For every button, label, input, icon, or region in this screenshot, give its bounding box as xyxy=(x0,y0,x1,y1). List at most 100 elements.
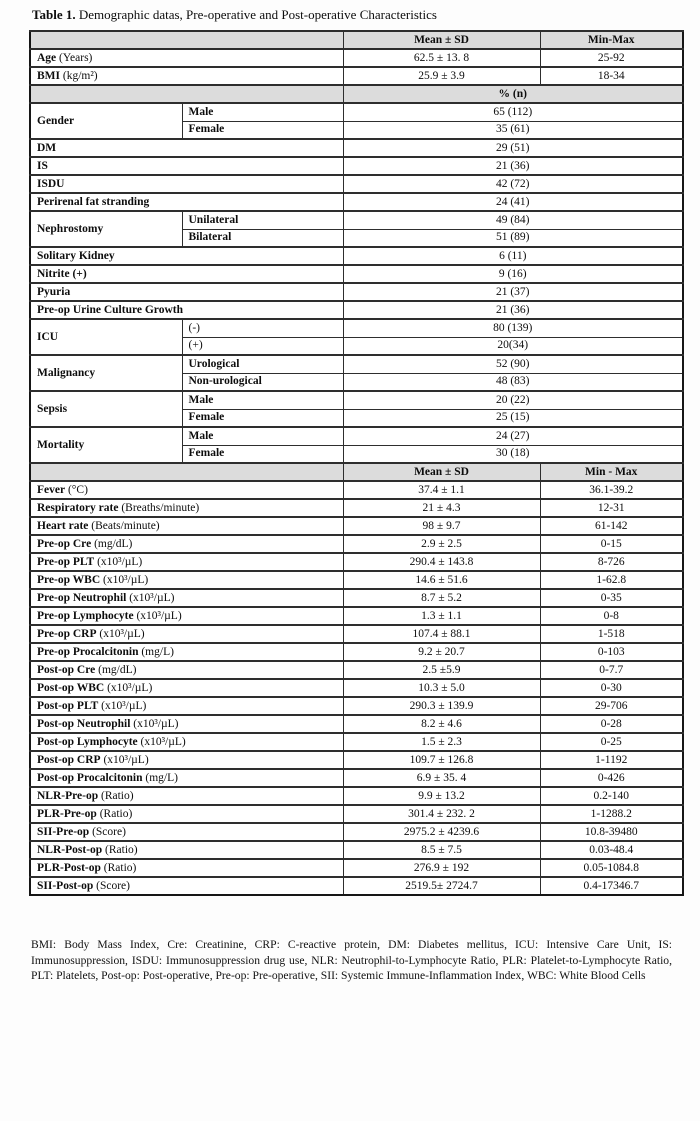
stat-row: Post-op Cre (mg/dL) 2.5 ±5.9 0-7.7 xyxy=(29,660,684,680)
min-max-cell: 10.8-39480 xyxy=(539,822,684,842)
group-label-cell: Pyuria xyxy=(29,282,344,302)
min-max-cell: 0-7.7 xyxy=(539,660,684,680)
category-row: Sepsis Male 20 (22) xyxy=(29,390,684,428)
category-row: Malignancy Urological 52 (90) xyxy=(29,354,684,392)
row-label-cell: Pre-op CRP (x10³/µL) xyxy=(29,624,344,644)
stat-row: Pre-op Neutrophil (x10³/µL) 8.7 ± 5.2 0-35 xyxy=(29,588,684,608)
blank-header-cell xyxy=(29,462,344,482)
percent-n-cell: 29 (51) xyxy=(342,138,684,158)
min-max-cell: 18-34 xyxy=(539,66,684,86)
stat-row: Respiratory rate (Breaths/minute) 21 ± 4.… xyxy=(29,498,684,518)
group-label-cell: Sepsis xyxy=(29,390,183,428)
category-row: ICU (-) 80 (139) xyxy=(29,318,684,356)
row-label-cell: Pre-op PLT (x10³/µL) xyxy=(29,552,344,572)
mean-sd-cell: 2.9 ± 2.5 xyxy=(342,534,541,554)
stat-row: SII-Pre-op (Score) 2975.2 ± 4239.6 10.8-39… xyxy=(29,822,684,842)
mean-sd-cell: 98 ± 9.7 xyxy=(342,516,541,536)
sub-label-cell: Male xyxy=(181,426,344,446)
row-label-cell: Post-op Procalcitonin (mg/L) xyxy=(29,768,344,788)
percent-n-cell: 24 (27) xyxy=(342,426,684,446)
abbreviations-footnote: BMI: Body Mass Index, Cre: Creatinine, C… xyxy=(31,938,672,983)
mean-sd-cell: 8.2 ± 4.6 xyxy=(342,714,541,734)
row-label-cell: SII-Post-op (Score) xyxy=(29,876,344,896)
sub-label-cell: (+) xyxy=(181,336,344,356)
group-label-cell: Pre-op Urine Culture Growth xyxy=(29,300,344,320)
row-label-cell: Age (Years) xyxy=(29,48,344,68)
sub-label-cell: Female xyxy=(181,444,344,464)
min-max-cell: 0-103 xyxy=(539,642,684,662)
min-max-cell: 29-706 xyxy=(539,696,684,716)
min-max-cell: 1-1192 xyxy=(539,750,684,770)
stat-row: Post-op CRP (x10³/µL) 109.7 ± 126.8 1-1192 xyxy=(29,750,684,770)
min-max-cell: 1-1288.2 xyxy=(539,804,684,824)
row-label-cell: Fever (°C) xyxy=(29,480,344,500)
category-row: Mortality Male 24 (27) xyxy=(29,426,684,464)
mean-sd-cell: 37.4 ± 1.1 xyxy=(342,480,541,500)
sub-label-cell: Male xyxy=(181,390,344,410)
percent-n-cell: 9 (16) xyxy=(342,264,684,284)
percent-n-cell: 30 (18) xyxy=(342,444,684,464)
row-label-cell: PLR-Pre-op (Ratio) xyxy=(29,804,344,824)
row-label-cell: Post-op WBC (x10³/µL) xyxy=(29,678,344,698)
min-max-cell: 0.4-17346.7 xyxy=(539,876,684,896)
category-row: Nitrite (+) 9 (16) xyxy=(29,264,684,284)
category-row: Female 25 (15) xyxy=(30,408,684,428)
mean-sd-cell: 276.9 ± 192 xyxy=(342,858,541,878)
stat-row: Pre-op Lymphocyte (x10³/µL) 1.3 ± 1.1 0-8 xyxy=(29,606,684,626)
row-label-cell: Post-op Lymphocyte (x10³/µL) xyxy=(29,732,344,752)
min-max-cell: 1-518 xyxy=(539,624,684,644)
mean-sd-cell: 21 ± 4.3 xyxy=(342,498,541,518)
group-label-cell: Solitary Kidney xyxy=(29,246,344,266)
stats-header-row: Mean ± SD Min-Max xyxy=(29,30,684,50)
min-max-cell: 0-35 xyxy=(539,588,684,608)
percent-header-row: % (n) xyxy=(29,84,684,104)
blank-header-cell xyxy=(29,30,344,50)
sub-label-cell: Female xyxy=(181,408,344,428)
min-max-cell: 0-28 xyxy=(539,714,684,734)
group-label-cell: IS xyxy=(29,156,344,176)
min-max-cell: 1-62.8 xyxy=(539,570,684,590)
row-label-cell: Pre-op WBC (x10³/µL) xyxy=(29,570,344,590)
group-label-cell: Perirenal fat stranding xyxy=(29,192,344,212)
group-label-cell: Nitrite (+) xyxy=(29,264,344,284)
min-max-cell: 12-31 xyxy=(539,498,684,518)
min-max-cell: 0.05-1084.8 xyxy=(539,858,684,878)
category-row: Perirenal fat stranding 24 (41) xyxy=(29,192,684,212)
stat-row: NLR-Post-op (Ratio) 8.5 ± 7.5 0.03-48.4 xyxy=(29,840,684,860)
row-label-cell: BMI (kg/m²) xyxy=(29,66,344,86)
stat-row: Post-op PLT (x10³/µL) 290.3 ± 139.9 29-706 xyxy=(29,696,684,716)
stat-row: Post-op Neutrophil (x10³/µL) 8.2 ± 4.6 0-2… xyxy=(29,714,684,734)
percent-n-cell: 48 (83) xyxy=(342,372,684,392)
table-title-text: Demographic datas, Pre-operative and Pos… xyxy=(75,7,437,22)
mean-sd-header-cell: Mean ± SD xyxy=(342,30,541,50)
stat-row: NLR-Pre-op (Ratio) 9.9 ± 13.2 0.2-140 xyxy=(29,786,684,806)
category-row: IS 21 (36) xyxy=(29,156,684,176)
row-label-cell: SII-Pre-op (Score) xyxy=(29,822,344,842)
stat-row: Pre-op PLT (x10³/µL) 290.4 ± 143.8 8-726 xyxy=(29,552,684,572)
stat-row: Age (Years) 62.5 ± 13. 8 25-92 xyxy=(29,48,684,68)
category-row: Gender Male 65 (112) xyxy=(29,102,684,140)
sub-label-cell: Male xyxy=(181,102,344,122)
category-row: Pyuria 21 (37) xyxy=(29,282,684,302)
group-label-cell: Gender xyxy=(29,102,183,140)
mean-sd-cell: 62.5 ± 13. 8 xyxy=(342,48,541,68)
row-label-cell: NLR-Pre-op (Ratio) xyxy=(29,786,344,806)
mean-sd-header-cell: Mean ± SD xyxy=(342,462,541,482)
table-title-number: Table 1. xyxy=(32,7,76,22)
percent-n-cell: 52 (90) xyxy=(342,354,684,374)
category-row: Nephrostomy Unilateral 49 (84) xyxy=(29,210,684,248)
min-max-cell: 25-92 xyxy=(539,48,684,68)
blank-header-cell xyxy=(29,84,344,104)
percent-n-cell: 42 (72) xyxy=(342,174,684,194)
sub-label-cell: Unilateral xyxy=(181,210,344,230)
category-row: Solitary Kidney 6 (11) xyxy=(29,246,684,266)
min-max-cell: 0-15 xyxy=(539,534,684,554)
stat-row: Pre-op Cre (mg/dL) 2.9 ± 2.5 0-15 xyxy=(29,534,684,554)
sub-label-cell: Bilateral xyxy=(181,228,344,248)
category-row: Pre-op Urine Culture Growth 21 (36) xyxy=(29,300,684,320)
mean-sd-cell: 2.5 ±5.9 xyxy=(342,660,541,680)
stat-row: Pre-op Procalcitonin (mg/L) 9.2 ± 20.7 0-1… xyxy=(29,642,684,662)
mean-sd-cell: 8.7 ± 5.2 xyxy=(342,588,541,608)
min-max-header-cell: Min-Max xyxy=(539,30,684,50)
group-label-cell: Mortality xyxy=(29,426,183,464)
